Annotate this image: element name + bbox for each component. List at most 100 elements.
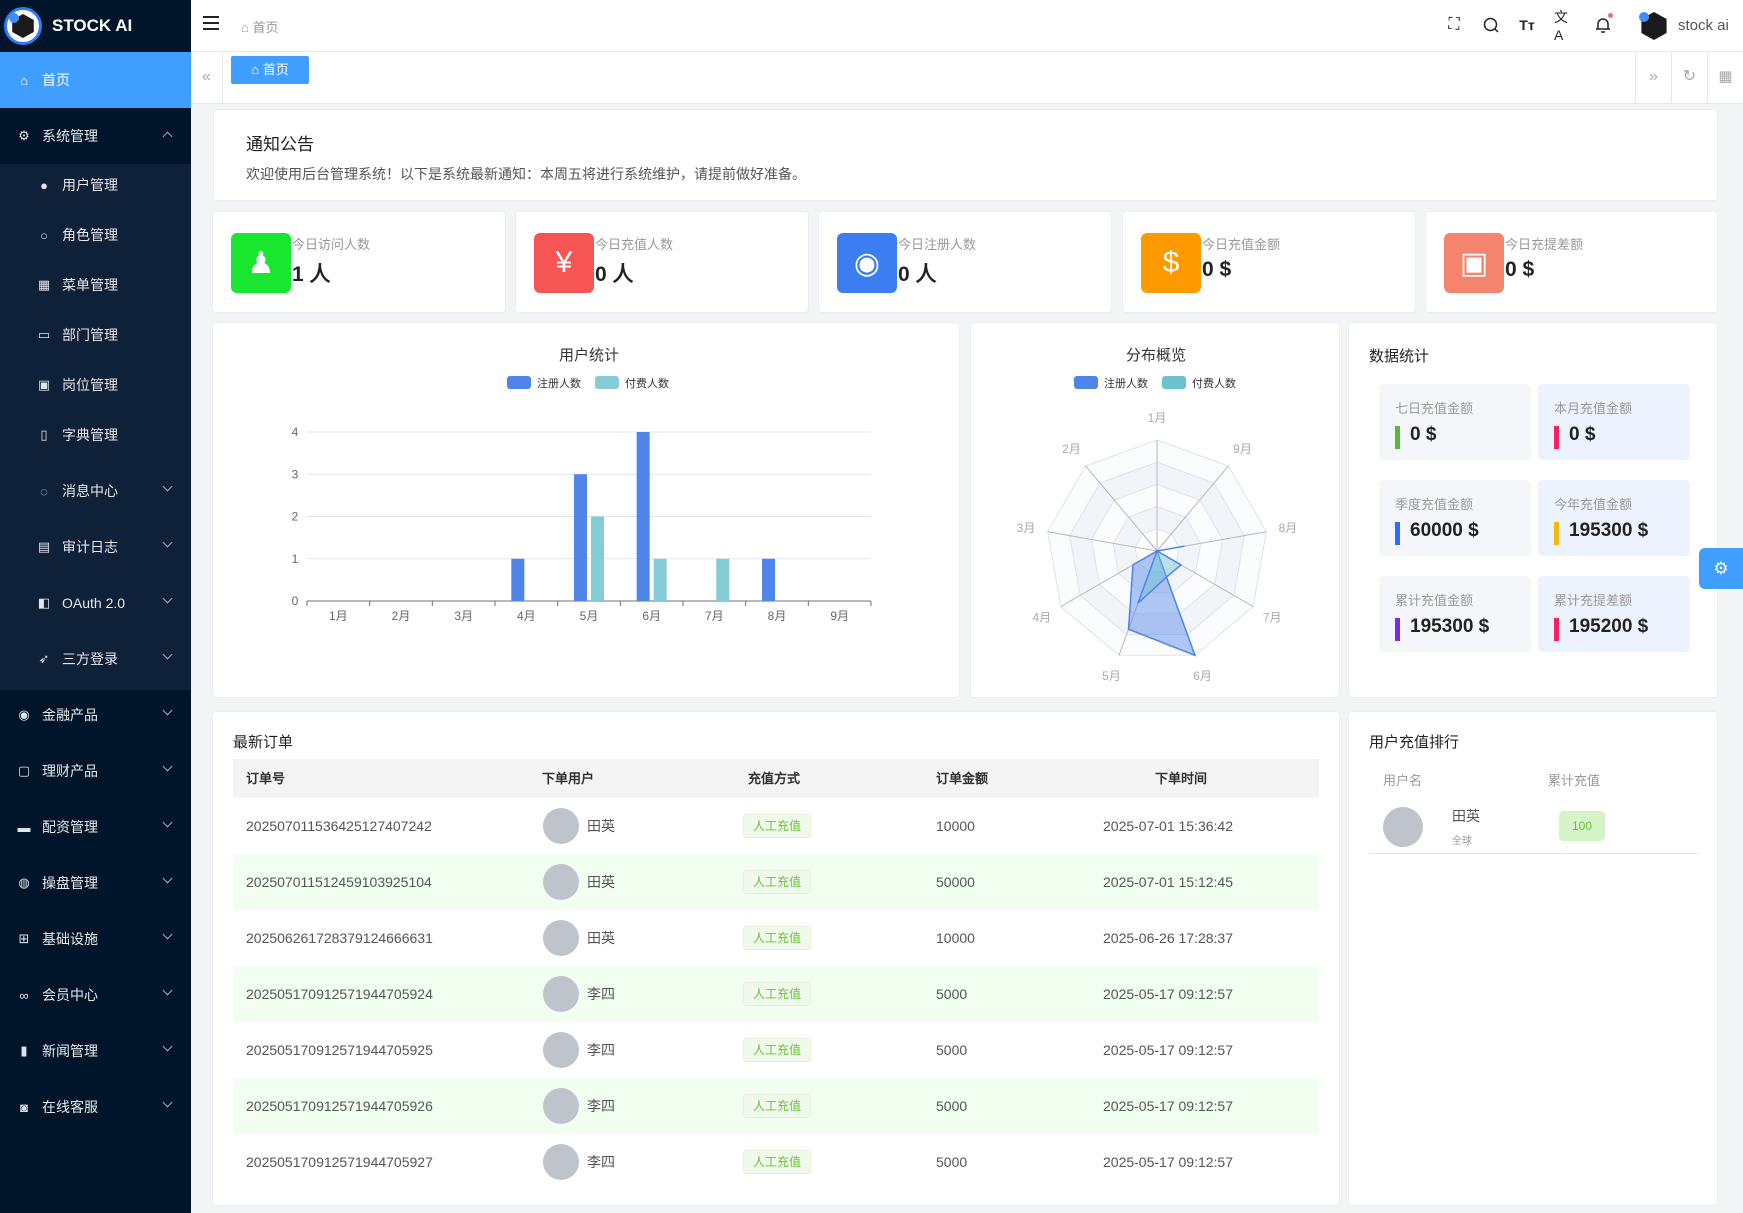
sidebar-item-label: 理财产品 xyxy=(42,763,98,779)
order-amount: 5000 xyxy=(936,1042,968,1058)
avatar xyxy=(543,808,579,844)
sidebar-item[interactable]: ∞ 会员中心 xyxy=(0,967,191,1023)
book-icon: ▮ xyxy=(20,1043,28,1058)
sidebar-item-sub[interactable]: ▤ 审计日志 xyxy=(0,522,191,572)
radar-axis xyxy=(1156,465,1229,552)
sidebar-item-sub[interactable]: ● 用户管理 xyxy=(0,160,191,210)
sidebar-item[interactable]: ⊞ 基础设施 xyxy=(0,911,191,967)
bell-icon[interactable] xyxy=(1592,13,1614,36)
menu-toggle-icon[interactable] xyxy=(203,16,219,30)
x-tick-label: 1月 xyxy=(329,609,348,623)
table-row[interactable]: 202505170912571944705924 李四 人工充值 5000 2025-0… xyxy=(233,966,1319,1022)
sidebar-item[interactable]: ◉ 金融产品 xyxy=(0,687,191,743)
font-size-icon[interactable]: Tт xyxy=(1519,17,1535,33)
table-row[interactable]: 202505170912571944705927 李四 人工充值 5000 2025-0… xyxy=(233,1134,1319,1190)
avatar xyxy=(1383,807,1423,847)
stat-value: 0 人 xyxy=(898,263,937,286)
logo-icon xyxy=(4,7,42,45)
search-icon[interactable] xyxy=(1480,14,1502,36)
table-header: 订单号 下单用户 充值方式 订单金额 下单时间 xyxy=(233,759,1319,798)
column-header: 累计充值 xyxy=(1548,773,1601,788)
home-icon: ⌂ xyxy=(251,62,263,77)
x-tick-label: 3月 xyxy=(454,609,473,623)
settings-button[interactable]: ⚙ xyxy=(1699,548,1743,589)
user-circle-icon: ◉ xyxy=(837,233,897,293)
color-indicator xyxy=(1554,426,1559,449)
sidebar-item-sub[interactable]: ◌ 消息中心 xyxy=(0,466,191,516)
user-icon: ● xyxy=(40,177,48,193)
order-amount: 5000 xyxy=(936,986,968,1002)
sidebar-item-sub[interactable]: ▣ 岗位管理 xyxy=(0,360,191,410)
sidebar-item[interactable]: ▬ 配资管理 xyxy=(0,799,191,855)
table-row[interactable]: 202507011536425127407242 田英 人工充值 10000 2025-… xyxy=(233,798,1319,854)
fullscreen-icon[interactable]: ⛶ xyxy=(1448,16,1460,33)
order-id: 202505170912571944705924 xyxy=(246,986,433,1002)
bar xyxy=(574,474,587,601)
post-icon: ▣ xyxy=(37,377,51,392)
sidebar-item-label: 用户管理 xyxy=(62,177,118,193)
sidebar-item-sub[interactable]: ◧ OAuth 2.0 xyxy=(0,578,191,628)
scroll-left-icon[interactable]: « xyxy=(191,52,223,103)
role-icon: ○ xyxy=(40,227,48,243)
sidebar-item-label: 岗位管理 xyxy=(62,377,118,393)
chevron-down-icon xyxy=(162,593,173,604)
stat-box-label: 本月充值金额 xyxy=(1554,401,1633,416)
sidebar-item-sub[interactable]: ▯ 字典管理 xyxy=(0,410,191,460)
x-tick-label: 6月 xyxy=(642,609,661,623)
notice-title: 通知公告 xyxy=(246,135,314,154)
order-time: 2025-07-01 15:12:45 xyxy=(1103,874,1233,890)
y-tick-label: 2 xyxy=(292,510,299,524)
method-tag: 人工充值 xyxy=(743,1150,812,1174)
data-stats-card: 数据统计 七日充值金额 0 $ 本月充值金额 0 $ 季度充值金额 60000 $ 今年充值… xyxy=(1348,322,1718,698)
stat-box: 累计充值金额 195300 $ xyxy=(1379,576,1531,652)
bar xyxy=(653,558,667,601)
sidebar-item-label: 菜单管理 xyxy=(62,277,118,293)
order-id: 202505170912571944705925 xyxy=(246,1042,433,1058)
refresh-icon[interactable]: ↻ xyxy=(1671,52,1707,103)
sidebar-item[interactable]: ▮ 新闻管理 xyxy=(0,1023,191,1079)
sidebar-item[interactable]: ▢ 理财产品 xyxy=(0,743,191,799)
tab-home[interactable]: ⌂ 首页 xyxy=(231,56,309,84)
x-tick-label: 4月 xyxy=(517,609,536,623)
ranking-row: 田英 全球 100 xyxy=(1369,798,1699,854)
radar-axis-label: 8月 xyxy=(1279,521,1298,535)
order-time: 2025-07-01 15:36:42 xyxy=(1103,818,1233,834)
table-row[interactable]: 202505170912571944705926 李四 人工充值 5000 2025-0… xyxy=(233,1078,1319,1134)
sidebar-item[interactable]: ◍ 操盘管理 xyxy=(0,855,191,911)
sidebar-item-sub[interactable]: ➶ 三方登录 xyxy=(0,634,191,684)
logo[interactable]: STOCK AI xyxy=(0,0,191,52)
avatar[interactable] xyxy=(1638,10,1670,42)
sidebar-item-system[interactable]: ⚙ 系统管理 xyxy=(0,108,191,164)
column-header: 订单金额 xyxy=(936,771,989,786)
stat-label: 今日充提差额 xyxy=(1505,237,1584,252)
method-tag: 人工充值 xyxy=(743,982,812,1006)
order-id: 202507011536425127407242 xyxy=(246,818,432,834)
chevron-down-icon xyxy=(162,817,173,828)
chevron-down-icon xyxy=(162,1097,173,1108)
stat-box-value: 195300 $ xyxy=(1410,616,1490,637)
scroll-right-icon[interactable]: » xyxy=(1635,52,1671,103)
sidebar-item-label: 部门管理 xyxy=(62,327,118,343)
username[interactable]: stock ai xyxy=(1678,17,1729,34)
stat-box-label: 累计充提差额 xyxy=(1554,593,1633,608)
breadcrumb: ⌂ 首页 xyxy=(241,17,278,36)
breadcrumb-item[interactable]: 首页 xyxy=(252,20,279,35)
dollar-icon: $ xyxy=(1141,233,1201,293)
sidebar-item-sub[interactable]: ▭ 部门管理 xyxy=(0,310,191,360)
orders-card: 最新订单 订单号 下单用户 充值方式 订单金额 下单时间 20250701153… xyxy=(212,711,1340,1206)
grid-menu-icon[interactable]: ▦ xyxy=(1707,52,1743,103)
sidebar-item-home[interactable]: ⌂ 首页 xyxy=(0,52,191,108)
oauth-icon: ◧ xyxy=(37,595,51,610)
order-amount: 10000 xyxy=(936,930,975,946)
sidebar-item-sub[interactable]: ▦ 菜单管理 xyxy=(0,260,191,310)
translate-icon[interactable]: 文A xyxy=(1554,9,1568,43)
table-row[interactable]: 202505170912571944705925 李四 人工充值 5000 2025-0… xyxy=(233,1022,1319,1078)
sidebar-item[interactable]: ◙ 在线客服 xyxy=(0,1079,191,1135)
department-icon: ▭ xyxy=(37,327,51,342)
stat-box-value: 0 $ xyxy=(1569,424,1596,445)
radar-axis-label: 2月 xyxy=(1062,442,1081,456)
table-row[interactable]: 202506261728379124666631 田英 人工充值 10000 2025-… xyxy=(233,910,1319,966)
notice-text: 欢迎使用后台管理系统！以下是系统最新通知：本周五将进行系统维护，请提前做好准备。 xyxy=(246,166,806,182)
sidebar-item-sub[interactable]: ○ 角色管理 xyxy=(0,210,191,260)
table-row[interactable]: 202507011512459103925104 田英 人工充值 50000 2025-… xyxy=(233,854,1319,910)
